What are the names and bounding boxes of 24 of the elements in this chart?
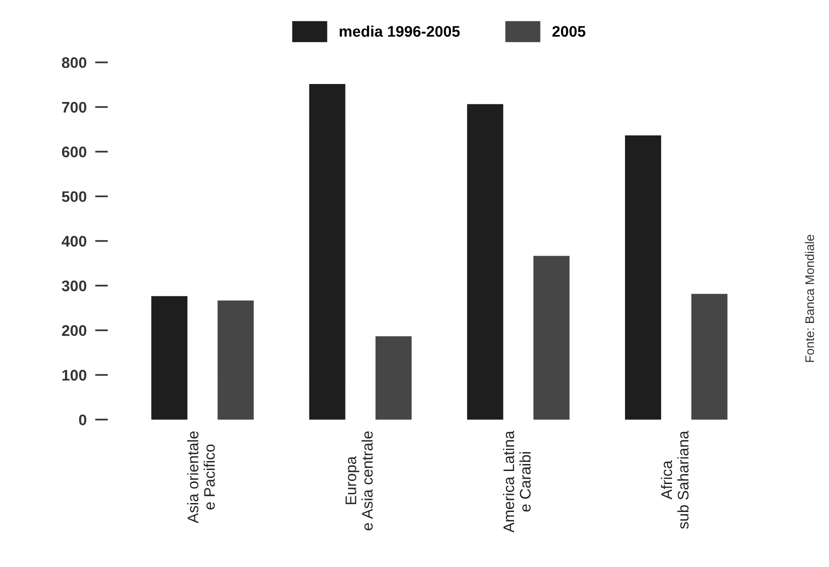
bar [309, 84, 346, 420]
bar [691, 294, 728, 420]
bar [625, 135, 662, 420]
y-tick-label: 700 [62, 102, 86, 113]
bar [467, 104, 504, 420]
x-tick-label: Africa sub Sahariana [660, 430, 689, 529]
y-tick-label: 300 [62, 280, 86, 292]
y-tick-label: 400 [62, 236, 86, 247]
x-tick-label: Europa e Asia centrale [346, 431, 373, 530]
legend-label: 2005 [552, 26, 586, 37]
y-tick-label: 100 [62, 370, 86, 381]
bar [376, 336, 412, 420]
legend-label: media 1996-2005 [340, 26, 460, 37]
bar [218, 300, 254, 420]
y-tick-label: 800 [62, 57, 86, 68]
y-tick-label: 500 [62, 191, 86, 202]
y-tick-label: 600 [62, 146, 86, 158]
y-tick-label: 0 [79, 414, 86, 426]
bar [533, 256, 570, 420]
source-note: Fonte: Banca Mondiale [804, 234, 814, 362]
y-tick-label: 200 [62, 325, 86, 336]
x-tick-label: Asia orientale e Pacifico [187, 431, 215, 524]
bar [151, 296, 188, 420]
x-tick-label: America Latina e Caraibi [502, 430, 531, 533]
